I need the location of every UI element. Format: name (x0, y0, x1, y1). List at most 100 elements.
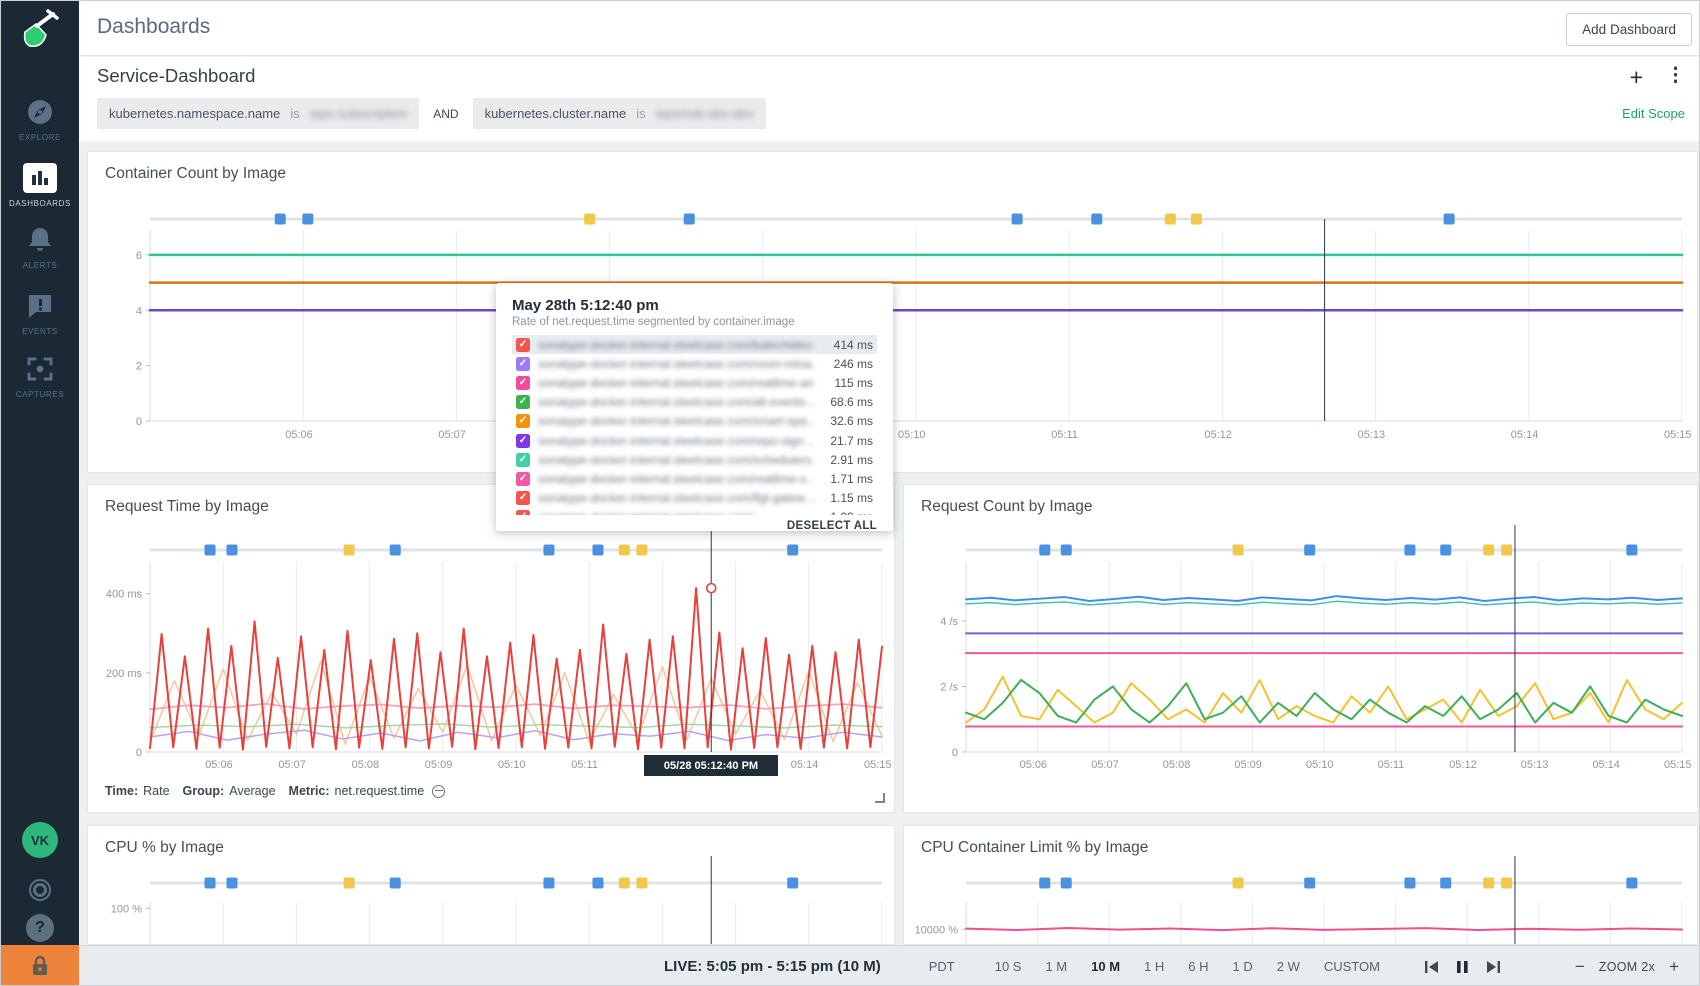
svg-text:05:09: 05:09 (425, 759, 453, 771)
chart-tooltip: May 28th 5:12:40 pm Rate of net.request.… (496, 283, 893, 531)
timezone-button[interactable]: PDT (929, 959, 955, 974)
zoom-out-button[interactable]: − (1575, 957, 1585, 977)
scope-join-label: AND (433, 107, 458, 121)
series-checkbox[interactable]: ✓ (516, 357, 530, 371)
range-preset-1m[interactable]: 1 M (1045, 959, 1067, 974)
event-marker (1091, 214, 1102, 225)
range-preset-custom[interactable]: CUSTOM (1324, 959, 1380, 974)
sidebar-item-explore[interactable]: EXPLORE (1, 97, 79, 142)
app-logo[interactable] (1, 1, 79, 56)
svg-text:05:11: 05:11 (1378, 759, 1405, 771)
capture-frame-icon (1, 354, 79, 384)
svg-text:05:13: 05:13 (1521, 759, 1549, 771)
add-panel-icon[interactable]: + (1630, 66, 1643, 89)
event-marker (344, 545, 355, 556)
skip-back-button[interactable] (1424, 960, 1439, 974)
series-checkbox[interactable]: ✓ (516, 434, 530, 448)
series-checkbox[interactable]: ✓ (516, 453, 530, 467)
svg-text:05:09: 05:09 (1234, 759, 1262, 771)
add-dashboard-button[interactable]: Add Dashboard (1566, 13, 1692, 46)
event-marker (1483, 545, 1494, 556)
event-marker (636, 545, 647, 556)
series-checkbox[interactable]: ✓ (516, 376, 530, 390)
tooltip-series-row: ✓sonatype-docker-internal.steelcase.com/… (512, 469, 877, 488)
svg-text:200 ms: 200 ms (106, 668, 143, 680)
range-preset-6h[interactable]: 6 H (1188, 959, 1208, 974)
range-preset-10m[interactable]: 10 M (1091, 959, 1120, 974)
shovel-logo-icon (20, 9, 60, 49)
series-label-redacted: sonatype-docker-internal.steelcase.com/k… (538, 338, 815, 352)
scope-filter-cluster[interactable]: kubernetes.cluster.name is wpsmob-aks-de… (473, 98, 766, 129)
svg-text:05:15: 05:15 (864, 759, 892, 771)
event-bubble-icon (1, 291, 79, 321)
panel-cpu-limit-pct: CPU Container Limit % by Image 05:0605:0… (903, 825, 1698, 945)
edit-scope-link[interactable]: Edit Scope (1622, 106, 1685, 121)
sidebar: EXPLORE DASHBOARDS ALERTS EVENTS CAPTURE (1, 1, 79, 986)
zoom-controls: − ZOOM 2x + (1575, 957, 1679, 977)
svg-text:05:11: 05:11 (1051, 429, 1078, 441)
series-checkbox[interactable]: ✓ (516, 338, 530, 352)
range-preset-1d[interactable]: 1 D (1233, 959, 1253, 974)
series-label-redacted: sonatype-docker-internal.steelcase.com/r… (538, 376, 815, 390)
sidebar-item-alerts[interactable]: ALERTS (1, 225, 79, 270)
event-marker (1039, 545, 1050, 556)
help-button[interactable]: ? (26, 914, 54, 942)
series-checkbox[interactable]: ✓ (516, 491, 530, 505)
panel-title: Request Count by Image (921, 498, 1092, 516)
svg-text:400 ms: 400 ms (106, 589, 143, 601)
zoom-in-button[interactable]: + (1669, 957, 1679, 977)
hovered-point (707, 584, 716, 593)
tooltip-series-row: ✓ sonatype-docker-internal.steelcase.com/… (512, 393, 877, 412)
event-marker (1440, 878, 1451, 889)
series-checkbox[interactable]: ✓ (516, 472, 530, 486)
event-marker (787, 545, 798, 556)
skip-forward-button[interactable] (1486, 960, 1501, 974)
sidebar-item-events[interactable]: EVENTS (1, 291, 79, 336)
event-marker (1626, 878, 1637, 889)
svg-text:05:06: 05:06 (1020, 759, 1048, 771)
footer-metric-label: Metric: (289, 784, 330, 798)
tooltip-series-row: ✓ sonatype-docker-internal.steelcase.com/… (512, 373, 877, 392)
svg-text:05:14: 05:14 (1511, 429, 1539, 441)
svg-text:05:12: 05:12 (1204, 429, 1232, 441)
panel-title: CPU Container Limit % by Image (921, 839, 1148, 857)
series-checkbox[interactable]: ✓ (516, 414, 530, 428)
range-preset-10s[interactable]: 10 S (995, 959, 1022, 974)
pause-button[interactable] (1456, 960, 1469, 974)
sidebar-item-dashboards[interactable]: DASHBOARDS (1, 163, 79, 208)
svg-text:05:14: 05:14 (1592, 759, 1620, 771)
event-marker (1404, 545, 1415, 556)
scope-row: kubernetes.namespace.name is wpo-subscri… (97, 98, 1685, 129)
sidebar-item-captures[interactable]: CAPTURES (1, 354, 79, 399)
panel-resize-handle[interactable] (875, 793, 885, 803)
range-preset-1h[interactable]: 1 H (1144, 959, 1164, 974)
event-marker (543, 545, 554, 556)
tooltip-series-row: ✓ sonatype-docker-internal.steelcase.com/… (512, 335, 877, 354)
series-checkbox[interactable]: ✓ (516, 395, 530, 409)
event-marker (1039, 878, 1050, 889)
chart-request-count[interactable]: 05:0605:0705:0805:0905:1005:1105:1205:13… (904, 485, 1698, 813)
series-label-redacted: sonatype-docker-internal.steelcase.com/a… (538, 395, 815, 409)
chart-container-count[interactable]: 05:0605:0705:0805:0905:1005:1105:1205:13… (88, 152, 1698, 473)
svg-text:10000 %: 10000 % (915, 924, 959, 936)
event-marker (344, 878, 355, 889)
series-checkbox[interactable]: ✓ (516, 510, 530, 515)
footer-time-label: Time: (105, 784, 138, 798)
event-marker (787, 878, 798, 889)
deselect-all-button[interactable]: DESELECT ALL (512, 520, 877, 532)
svg-text:05:08: 05:08 (352, 759, 380, 771)
rings-icon[interactable] (26, 876, 54, 909)
range-preset-2w[interactable]: 2 W (1277, 959, 1300, 974)
event-marker (302, 214, 313, 225)
user-avatar[interactable]: VK (22, 822, 58, 858)
event-marker (636, 878, 647, 889)
scope-filter-namespace[interactable]: kubernetes.namespace.name is wpo-subscri… (97, 98, 419, 129)
svg-text:05:10: 05:10 (898, 429, 926, 441)
series-label-redacted: sonatype-docker-internal.steelcase.com/s… (538, 453, 815, 467)
event-marker (1012, 214, 1023, 225)
tooltip-title: May 28th 5:12:40 pm (512, 297, 877, 314)
lock-button[interactable] (1, 945, 79, 986)
kebab-menu-icon[interactable]: ⋮ (1666, 66, 1685, 87)
tooltip-series-list: ✓ sonatype-docker-internal.steelcase.com/… (512, 335, 877, 515)
series-value: 115 ms (815, 376, 873, 390)
